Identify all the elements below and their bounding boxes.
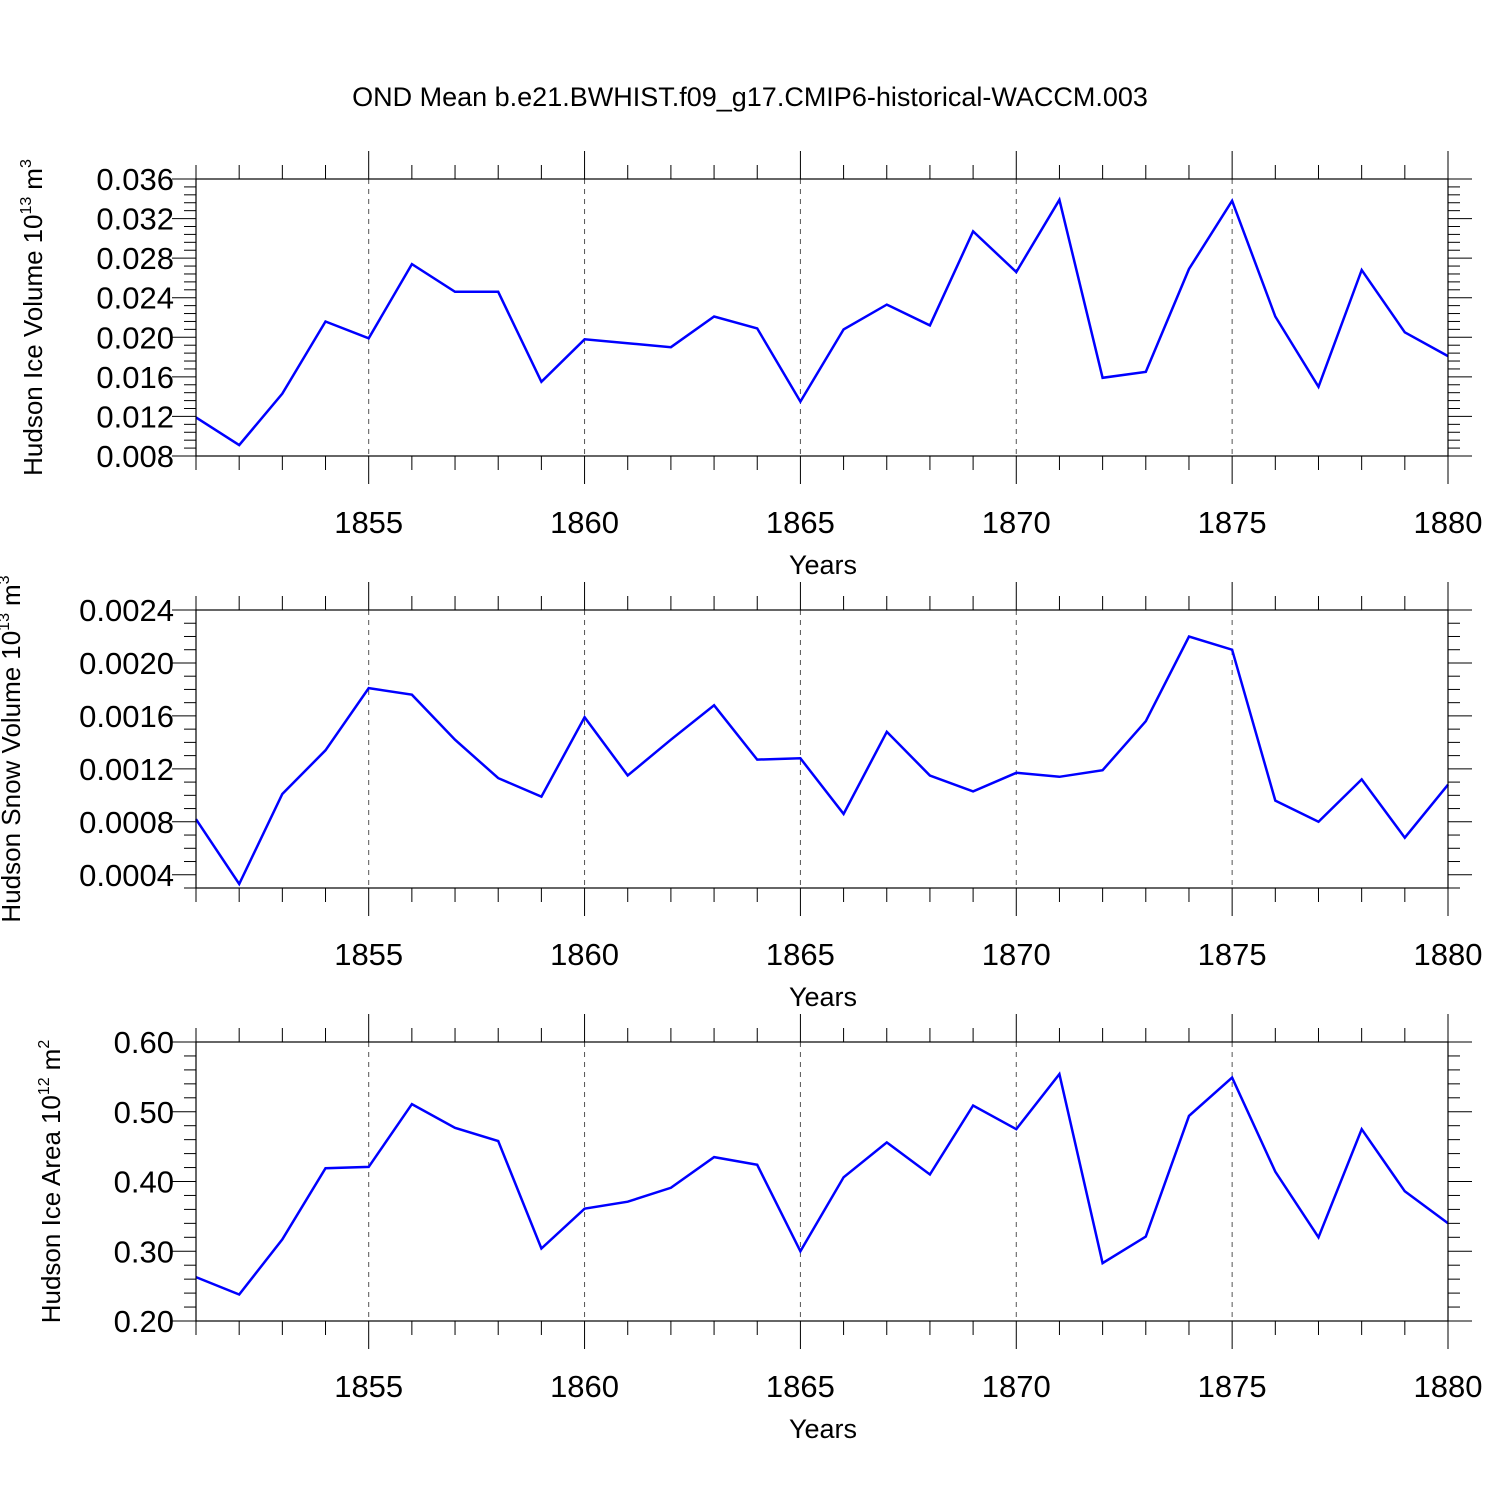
y-tick-label: 0.020 — [96, 320, 174, 355]
y-axis-title-ylabel-unit-exp: 12 — [36, 1077, 53, 1095]
y-axis-title-ylabel-unit-symbol-exp: 3 — [0, 575, 13, 584]
y-tick-label: 0.036 — [96, 162, 174, 197]
x-tick-label: 1865 — [766, 505, 835, 540]
series-line — [194, 634, 1449, 887]
y-axis-title-ylabel-unit-symbol: m — [18, 168, 48, 190]
y-axis-title-ylabel-unit-base: 10 — [18, 214, 48, 243]
x-axis-title: Years — [789, 550, 857, 580]
y-axis-title: Hudson Ice Volume 1013 m3 — [18, 159, 48, 476]
plot-frame — [195, 1041, 1449, 1322]
y-tick-label: 0.0004 — [79, 858, 174, 893]
y-tick-label: 0.20 — [114, 1304, 174, 1339]
y-axis-title-ylabel-unit-base: 10 — [0, 631, 26, 660]
y-axis-title-ylabel-unit-symbol-exp: 3 — [18, 159, 35, 168]
x-tick-label: 1875 — [1198, 937, 1267, 972]
y-tick-label: 0.50 — [114, 1095, 174, 1130]
chart-panel-2: 1855 1860 1865 1870 1875 1880 0.0004 0.0008 0.00… — [0, 575, 1482, 1012]
figure-title: OND Mean b.e21.BWHIST.f09_g17.CMIP6-hist… — [352, 82, 1148, 112]
y-tick-label: 0.016 — [96, 360, 174, 395]
plot-frame — [195, 609, 1449, 889]
y-axis-title-ylabel-unit-exp: 13 — [18, 197, 35, 215]
y-tick-label: 0.30 — [114, 1234, 174, 1269]
x-tick-label: 1870 — [982, 937, 1051, 972]
x-axis-title: Years — [789, 1414, 857, 1444]
x-tick-label: 1870 — [982, 1369, 1051, 1404]
x-tick-label: 1860 — [550, 505, 619, 540]
x-tick-label: 1855 — [334, 1369, 403, 1404]
y-tick-label: 0.032 — [96, 202, 174, 237]
x-tick-label: 1860 — [550, 1369, 619, 1404]
y-axis-title: Hudson Ice Area 1012 m2 — [36, 1040, 66, 1324]
y-tick-label: 0.40 — [114, 1165, 174, 1200]
y-tick-label: 0.0020 — [79, 646, 174, 681]
y-axis-title-ylabel-unit-exp: 13 — [0, 613, 13, 631]
y-tick-label: 0.012 — [96, 399, 174, 434]
x-tick-label: 1880 — [1414, 1369, 1483, 1404]
plot-frame — [195, 178, 1449, 457]
x-tick-label: 1865 — [766, 1369, 835, 1404]
series-line — [195, 196, 1449, 447]
y-tick-label: 0.008 — [96, 439, 174, 474]
x-axis-title: Years — [789, 982, 857, 1012]
x-tick-label: 1860 — [550, 937, 619, 972]
chart-panel-1: 1855 1860 1865 1870 1875 1880 0.008 0.012 0.016 0… — [18, 151, 1482, 580]
panels: 1855 1860 1865 1870 1875 1880 0.008 0.012 0.016 0… — [0, 151, 1482, 1444]
x-tick-label: 1855 — [334, 937, 403, 972]
y-tick-label: 0.024 — [96, 281, 174, 316]
y-axis-title-ylabel-unit-symbol-exp: 2 — [36, 1040, 53, 1049]
y-axis-title-ylabel-unit-symbol: m — [0, 584, 26, 606]
y-tick-label: 0.0016 — [79, 699, 174, 734]
y-tick-label: 0.0008 — [79, 805, 174, 840]
x-tick-label: 1880 — [1414, 505, 1483, 540]
y-axis-title-ylabel: Hudson Snow Volume — [0, 667, 26, 923]
y-tick-label: 0.028 — [96, 241, 174, 276]
y-tick-label: 0.0012 — [79, 752, 174, 787]
y-axis-title-ylabel-unit-base: 10 — [36, 1095, 66, 1124]
x-tick-label: 1875 — [1198, 1369, 1267, 1404]
series-line — [195, 1071, 1449, 1297]
y-axis-title-ylabel: Hudson Ice Volume — [18, 250, 48, 475]
x-tick-label: 1855 — [334, 505, 403, 540]
y-tick-label: 0.60 — [114, 1025, 174, 1060]
x-tick-label: 1865 — [766, 937, 835, 972]
y-axis-title-ylabel-unit-symbol: m — [36, 1049, 66, 1071]
x-tick-label: 1880 — [1414, 937, 1483, 972]
x-tick-label: 1875 — [1198, 505, 1267, 540]
y-axis-title: Hudson Snow Volume 1013 m3 — [0, 575, 26, 922]
y-tick-label: 0.0024 — [79, 593, 174, 628]
y-axis-title-ylabel: Hudson Ice Area — [36, 1130, 66, 1323]
x-tick-label: 1870 — [982, 505, 1051, 540]
chart-panel-3: 1855 1860 1865 1870 1875 1880 0.20 0.30 0.40 0.50… — [36, 1014, 1482, 1444]
